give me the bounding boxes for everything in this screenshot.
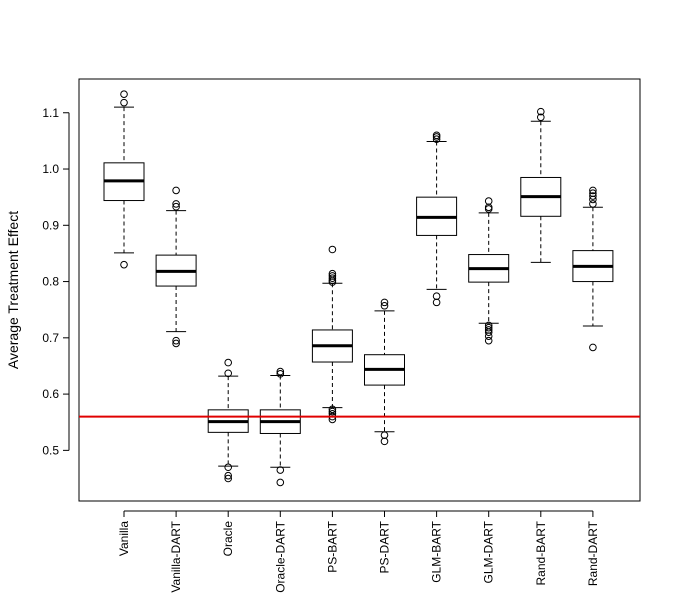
- y-tick-label: 0.7: [42, 331, 59, 345]
- x-tick-label: Rand-DART: [586, 520, 600, 586]
- x-tick-label: Oracle: [221, 521, 235, 557]
- outlier-point: [224, 471, 232, 480]
- outlier-point: [589, 192, 597, 200]
- box-glm-dart: [468, 197, 510, 345]
- outlier-point: [589, 200, 597, 208]
- outlier-point: [276, 478, 285, 487]
- outlier-point: [380, 298, 389, 307]
- outlier-point: [120, 98, 128, 107]
- outlier-point: [432, 135, 441, 144]
- box-rand-dart: [572, 186, 614, 352]
- box-ps-dart: [364, 298, 405, 446]
- outlier-point: [484, 336, 493, 345]
- box-oracle: [207, 358, 249, 483]
- outlier-point: [380, 437, 389, 446]
- outlier-point: [172, 336, 180, 345]
- outlier-point: [276, 370, 285, 378]
- x-tick-label: PS-DART: [378, 520, 392, 573]
- y-tick-label: 1.1: [42, 106, 59, 120]
- outlier-point: [172, 202, 180, 211]
- outlier-point: [328, 245, 337, 254]
- box-ps-bart: [311, 245, 353, 424]
- x-tick-label: Vanilla: [117, 521, 131, 556]
- plot-frame: [78, 78, 641, 502]
- y-axis-title: Average Treatment Effect: [5, 211, 21, 369]
- outlier-point: [328, 274, 337, 282]
- outlier-point: [120, 90, 128, 98]
- y-tick-label: 1.0: [42, 162, 59, 176]
- outlier-point: [484, 332, 493, 340]
- x-tick-label: GLM-BART: [430, 520, 444, 582]
- outlier-point: [328, 407, 337, 416]
- outlier-point: [589, 343, 597, 352]
- outlier-point: [172, 339, 180, 348]
- x-tick-label: Oracle-DART: [273, 520, 287, 592]
- outlier-point: [484, 205, 493, 213]
- x-tick-label: Rand-BART: [534, 520, 548, 585]
- x-tick-label: GLM-DART: [482, 520, 496, 583]
- outlier-point: [484, 328, 493, 337]
- outlier-point: [380, 301, 389, 310]
- outlier-point: [589, 195, 597, 204]
- box-vanilla-dart: [155, 186, 197, 348]
- outlier-point: [224, 463, 232, 472]
- outlier-point: [380, 431, 389, 439]
- outlier-point: [432, 133, 441, 141]
- outlier-point: [224, 474, 232, 483]
- outlier-point: [276, 367, 285, 376]
- y-tick-label: 0.6: [42, 387, 59, 401]
- y-tick-label: 0.9: [42, 218, 59, 232]
- y-tick-label: 0.5: [42, 443, 59, 457]
- outlier-point: [172, 186, 180, 195]
- outlier-point: [432, 298, 441, 307]
- boxes-layer: [103, 90, 614, 487]
- outlier-point: [484, 197, 493, 205]
- outlier-point: [589, 186, 597, 195]
- outlier-point: [537, 107, 545, 116]
- box-oracle-dart: [259, 367, 301, 487]
- x-tick-label: PS-BART: [325, 520, 339, 572]
- x-axis: Vanilla Vanilla-DART Oracle Oracle-DART PS-B…: [117, 510, 600, 593]
- outlier-point: [172, 200, 180, 208]
- y-axis: 0.5 0.6 0.7 0.8 0.9 1.0 1.1: [42, 106, 70, 457]
- y-tick-label: 0.8: [42, 275, 59, 289]
- outlier-point: [484, 323, 493, 332]
- outlier-point: [537, 113, 545, 122]
- box-rand-bart: [520, 107, 562, 263]
- box-vanilla: [103, 90, 145, 269]
- outlier-point: [224, 369, 232, 378]
- outlier-point: [328, 278, 337, 286]
- outlier-point: [120, 260, 128, 269]
- outlier-point: [224, 358, 232, 367]
- outlier-point: [432, 292, 441, 300]
- x-tick-label: Vanilla-DART: [169, 520, 183, 592]
- outlier-point: [328, 405, 337, 414]
- box-glm-bart: [416, 131, 458, 307]
- outlier-point: [276, 466, 285, 474]
